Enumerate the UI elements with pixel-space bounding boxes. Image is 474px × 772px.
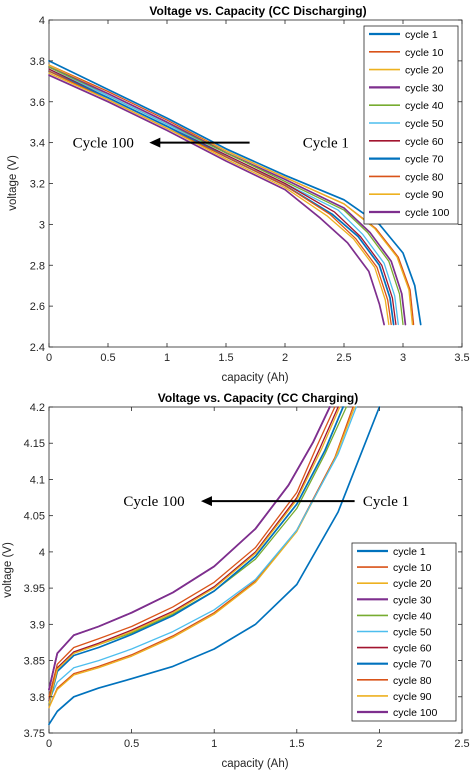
legend-box (363, 25, 459, 225)
discharging-y-ticks: 2.4 2.6 2.8 3 3.2 3.4 3.6 3.8 4 (30, 15, 462, 354)
series-line-cycle-1 (48, 60, 422, 326)
discharging-chart-title: Voltage vs. Capacity (CC Discharging) (149, 4, 366, 18)
legend-entry: cycle 100 (393, 707, 438, 719)
charging-chart: Voltage vs. Capacity (CC Charging) 0 0.5 1… (2, 391, 470, 770)
arrow-head (200, 496, 212, 507)
legend-entry: cycle 50 (393, 627, 432, 639)
legend-entry: cycle 70 (393, 659, 432, 671)
series-line-cycle-90 (48, 72, 390, 326)
y-tick-label: 3 (39, 219, 45, 231)
y-tick-label: 2.4 (30, 342, 45, 354)
charging-y-label: voltage (V) (2, 542, 14, 598)
legend-entry: cycle 40 (393, 610, 432, 622)
y-tick-label: 3.8 (30, 692, 45, 704)
charging-chart-title: Voltage vs. Capacity (CC Charging) (158, 391, 358, 405)
legend-entry: cycle 60 (405, 136, 444, 148)
legend-entry: cycle 80 (393, 675, 432, 687)
legend-entry: cycle 70 (405, 154, 444, 166)
legend-entry: cycle 10 (393, 562, 432, 574)
y-tick-label: 4.05 (24, 511, 45, 523)
y-tick-label: 4 (39, 547, 45, 559)
y-tick-label: 3.8 (30, 56, 45, 68)
x-tick-label: 2 (376, 738, 382, 750)
x-tick-label: 1.5 (218, 352, 233, 364)
series-line-cycle-30 (48, 66, 407, 326)
charging-curves (48, 406, 381, 726)
series-line-cycle-70 (48, 406, 344, 705)
legend-entry: cycle 90 (405, 189, 444, 201)
charging-y-ticks: 3.75 3.8 3.85 3.9 3.95 4 4.05 4.1 4.15 4.2 (24, 402, 462, 740)
charging-annotation-cycle-1: Cycle 1 (363, 494, 409, 510)
discharging-curves (48, 60, 422, 326)
charging-x-label: capacity (Ah) (221, 758, 288, 770)
y-tick-label: 3.95 (24, 583, 45, 595)
series-line-cycle-90 (48, 406, 341, 705)
legend-entry: cycle 10 (405, 47, 444, 59)
y-tick-label: 4.2 (30, 402, 45, 414)
legend-entry: cycle 40 (405, 100, 444, 112)
legend-entry: cycle 30 (393, 594, 432, 606)
y-tick-label: 3.2 (30, 179, 45, 191)
discharging-x-ticks: 0 0.5 1 1.5 2 2.5 3 3.5 (46, 20, 470, 364)
legend-entry: cycle 50 (405, 118, 444, 130)
legend-entry: cycle 1 (393, 546, 426, 558)
x-tick-label: 2.5 (336, 352, 351, 364)
y-tick-label: 4.15 (24, 438, 45, 450)
y-tick-label: 2.6 (30, 301, 45, 313)
series-line-cycle-100 (48, 406, 331, 691)
legend-entry: cycle 100 (405, 207, 450, 219)
series-line-cycle-100 (48, 74, 385, 326)
discharging-annotation-cycle-1: Cycle 1 (303, 136, 349, 152)
series-line-cycle-80 (48, 406, 336, 698)
series-line-cycle-1 (48, 406, 381, 726)
legend-entry: cycle 20 (393, 578, 432, 590)
x-tick-label: 0.5 (100, 352, 115, 364)
arrow-head (149, 137, 161, 148)
charging-annotation-cycle-100: Cycle 100 (123, 494, 184, 510)
x-tick-label: 1 (211, 738, 217, 750)
x-tick-label: 1 (164, 352, 170, 364)
legend-entry: cycle 60 (393, 643, 432, 655)
y-tick-label: 3.6 (30, 97, 45, 109)
legend-entry: cycle 30 (405, 82, 444, 94)
discharging-legend: cycle 1 cycle 10 cycle 20 cycle 30 cycle 40 c… (363, 25, 459, 225)
charging-legend: cycle 1 cycle 10 cycle 20 cycle 30 cycle 40 c… (351, 542, 457, 722)
x-tick-label: 0 (46, 352, 52, 364)
charging-x-ticks: 0 0.5 1 1.5 2 2.5 (46, 407, 470, 750)
y-tick-label: 3.85 (24, 656, 45, 668)
y-tick-label: 3.4 (30, 138, 45, 150)
discharging-x-label: capacity (Ah) (221, 372, 288, 384)
legend-entry: cycle 90 (393, 691, 432, 703)
discharging-y-label: voltage (V) (7, 155, 19, 211)
y-tick-label: 2.8 (30, 260, 45, 272)
x-tick-label: 2 (282, 352, 288, 364)
x-tick-label: 0.5 (124, 738, 139, 750)
series-line-cycle-50 (48, 68, 399, 326)
discharging-annotation-cycle-100: Cycle 100 (73, 136, 134, 152)
x-tick-label: 3.5 (454, 352, 469, 364)
y-tick-label: 3.9 (30, 619, 45, 631)
charging-arrow (200, 496, 355, 507)
y-tick-label: 3.75 (24, 728, 45, 740)
legend-entry: cycle 20 (405, 65, 444, 77)
x-tick-label: 0 (46, 738, 52, 750)
x-tick-label: 3 (400, 352, 406, 364)
legend-entry: cycle 1 (405, 29, 438, 41)
discharging-arrow (149, 137, 250, 148)
series-line-cycle-60 (48, 406, 339, 702)
y-tick-label: 4 (39, 15, 45, 27)
x-tick-label: 1.5 (289, 738, 304, 750)
x-tick-label: 2.5 (454, 738, 469, 750)
series-line-cycle-50 (48, 406, 357, 702)
y-tick-label: 4.1 (30, 474, 45, 486)
legend-entry: cycle 80 (405, 171, 444, 183)
